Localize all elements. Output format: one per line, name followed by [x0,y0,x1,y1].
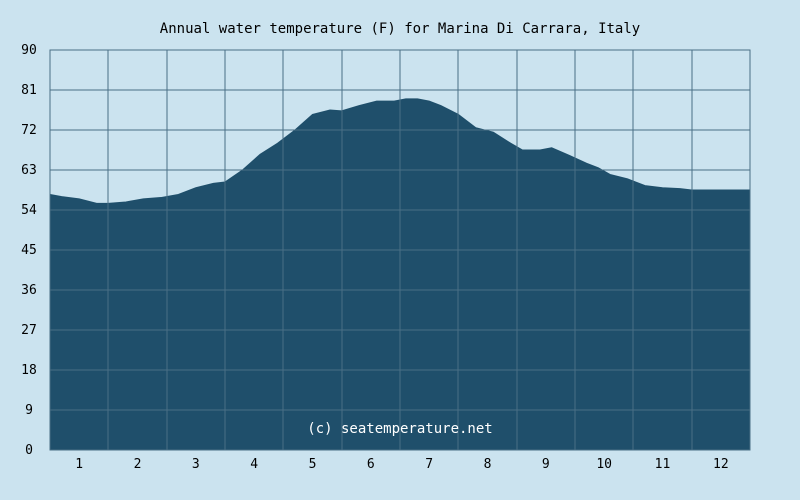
chart-title: Annual water temperature (F) for Marina … [160,21,640,37]
y-tick-label: 81 [21,83,37,98]
x-tick-label: 12 [713,457,729,472]
y-tick-label: 54 [21,203,37,218]
watermark-text: (c) seatemperature.net [307,421,492,437]
y-tick-label: 27 [21,323,37,338]
grid-layer [49,49,751,451]
y-tick-label: 36 [21,283,37,298]
x-axis-ticks: 1 2 3 4 5 6 7 8 9 10 11 12 [75,457,728,472]
x-tick-label: 2 [134,457,142,472]
x-tick-label: 7 [425,457,433,472]
y-tick-label: 63 [21,163,37,178]
y-tick-label: 72 [21,123,37,138]
x-tick-label: 10 [596,457,612,472]
x-tick-label: 6 [367,457,375,472]
y-tick-label: 45 [21,243,37,258]
x-tick-label: 4 [250,457,258,472]
y-axis-ticks: 0 9 18 27 36 45 54 63 72 81 90 [21,43,37,458]
y-tick-label: 0 [25,443,33,458]
y-tick-label: 9 [25,403,33,418]
x-tick-label: 8 [484,457,492,472]
x-tick-label: 5 [309,457,317,472]
x-tick-label: 11 [655,457,671,472]
y-tick-label: 90 [21,43,37,58]
plot-border [49,49,751,451]
y-tick-label: 18 [21,363,37,378]
x-tick-label: 9 [542,457,550,472]
x-tick-label: 3 [192,457,200,472]
x-tick-label: 1 [75,457,83,472]
